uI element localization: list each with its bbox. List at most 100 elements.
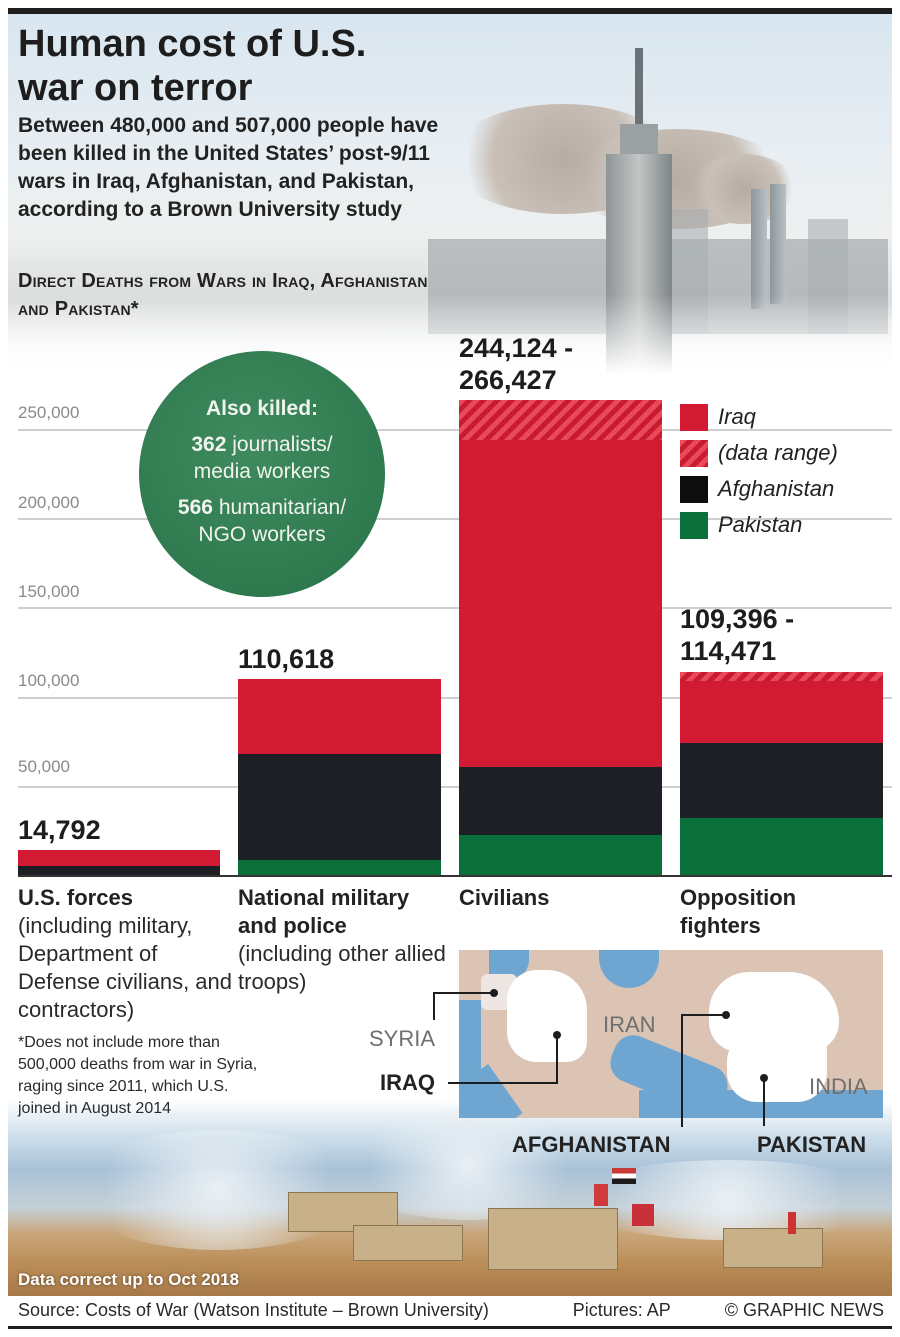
legend-label: Pakistan [718, 512, 803, 537]
swatch-afghanistan [680, 475, 708, 503]
wtc-tower-icon [751, 189, 767, 309]
top-rule [8, 8, 892, 14]
category-name: Opposition [680, 885, 797, 910]
map-label-syria: SYRIA [369, 1026, 436, 1051]
battlefield-photo [8, 1100, 892, 1296]
legend-label: (data range) [718, 440, 838, 465]
caspian-sea [599, 950, 659, 988]
segment-afghanistan [18, 866, 220, 876]
segment-iraq [238, 679, 441, 754]
y-tick-label: 200,000 [18, 493, 80, 512]
segment-afghanistan [680, 743, 883, 818]
journalists-label: journalists/ [232, 433, 333, 456]
leader-line-afghanistan [681, 1014, 727, 1016]
legend: Iraq (data range) Afghanistan Pakistan [680, 399, 838, 543]
legend-item-iraq: Iraq [680, 399, 838, 435]
journalists-count: 362 [191, 433, 227, 456]
y-tick-label: 50,000 [18, 757, 70, 776]
leader-line-pakistan [763, 1078, 765, 1126]
region-map: IRAN INDIA [459, 950, 883, 1118]
page-title: Human cost of U.S. war on terror [18, 22, 438, 110]
value-min: 244,124 - [459, 333, 574, 363]
bottom-rule [8, 1326, 892, 1329]
gridline-200000 [18, 518, 892, 520]
pakistan-marker-dot [760, 1074, 768, 1082]
y-tick-label: 250,000 [18, 403, 80, 422]
category-name: U.S. forces [18, 885, 133, 910]
legend-label: Iraq [718, 404, 756, 429]
pictures-credit: Pictures: AP [572, 1300, 671, 1320]
segment-data-range [680, 672, 883, 681]
chart-heading: Direct Deaths from Wars in Iraq, Afghani… [18, 270, 428, 320]
footer: Source: Costs of War (Watson Institute –… [18, 1300, 884, 1321]
map-label-iran: IRAN [603, 1012, 656, 1037]
gridline-50000 [18, 786, 892, 788]
gridline-100000 [18, 697, 892, 699]
afghanistan-marker-dot [722, 1011, 730, 1019]
leader-line-iraq [448, 1082, 558, 1084]
y-tick-label: 150,000 [18, 582, 80, 601]
segment-pakistan [680, 818, 883, 876]
swatch-pakistan [680, 511, 708, 539]
legend-item-data-range: (data range) [680, 435, 838, 471]
journalists-line: 362 journalists/ [139, 431, 385, 458]
military-vehicle [353, 1225, 463, 1261]
legend-label: Afghanistan [718, 476, 835, 501]
bar-civilians [459, 400, 662, 876]
pakistan-highlight [727, 1040, 827, 1102]
bar-value-national-military: 110,618 [238, 644, 335, 674]
category-name-2: fighters [680, 913, 761, 938]
category-label-us-forces: U.S. forces (including military, Departm… [18, 884, 233, 1024]
military-vehicle [488, 1208, 618, 1270]
segment-iraq [18, 850, 220, 866]
leader-line-afghanistan [681, 1014, 683, 1127]
red-flag-icon [788, 1212, 796, 1234]
bar-value-opposition: 109,396 - 114,471 [680, 603, 794, 667]
category-name-2: and police [238, 913, 347, 938]
ngo-line: 566 humanitarian/ [139, 494, 385, 521]
syria-marker-dot [490, 989, 498, 997]
swatch-data-range-hatched [680, 439, 708, 467]
map-label-india: INDIA [809, 1074, 868, 1099]
gridline-150000 [18, 607, 892, 609]
cloud [68, 1130, 368, 1250]
photo-fade [8, 294, 892, 374]
x-axis-baseline [18, 875, 892, 877]
red-flag-icon [594, 1184, 608, 1206]
ngo-line-2: NGO workers [198, 523, 326, 546]
category-label-opposition: Opposition fighters [680, 884, 895, 940]
afghanistan-highlight [709, 972, 839, 1052]
wtc-tower-icon [770, 184, 786, 304]
bar-us-forces [18, 850, 220, 876]
category-description: (including other allied troops) [238, 941, 446, 994]
red-flag-icon [632, 1204, 654, 1226]
category-description: (including military, Department of Defen… [18, 913, 233, 1022]
category-name: Civilians [459, 885, 550, 910]
bar-value-us-forces: 14,792 [18, 815, 101, 845]
graphic-news-credit: © GRAPHIC NEWS [724, 1300, 884, 1320]
value-max: 266,427 [459, 365, 557, 395]
subtitle: Between 480,000 and 507,000 people have … [18, 114, 439, 221]
gridline-250000 [18, 429, 892, 431]
iraq-highlight [507, 970, 587, 1062]
bar-national-military [238, 679, 441, 876]
legend-item-afghanistan: Afghanistan [680, 471, 838, 507]
leader-line-syria [433, 992, 435, 1020]
iraqi-flag-icon [612, 1168, 636, 1184]
value-max: 114,471 [680, 636, 777, 666]
footnote: *Does not include more than 500,000 deat… [18, 1034, 258, 1117]
journalists-line-2: media workers [193, 460, 331, 483]
leader-line-syria [433, 992, 493, 994]
legend-item-pakistan: Pakistan [680, 507, 838, 543]
leader-line-iraq [556, 1035, 558, 1084]
segment-pakistan [238, 860, 441, 876]
bar-opposition-fighters [680, 672, 883, 876]
segment-pakistan [459, 835, 662, 876]
segment-iraq [459, 440, 662, 767]
photo-caption-data-date: Data correct up to Oct 2018 [18, 1270, 240, 1289]
hero-photo-nyc-skyline [8, 14, 892, 374]
value-min: 109,396 - [680, 604, 795, 634]
category-label-national-military: National military and police (including … [238, 884, 453, 996]
title-line-1: Human cost of U.S. [18, 23, 367, 65]
category-name: National military [238, 885, 410, 910]
